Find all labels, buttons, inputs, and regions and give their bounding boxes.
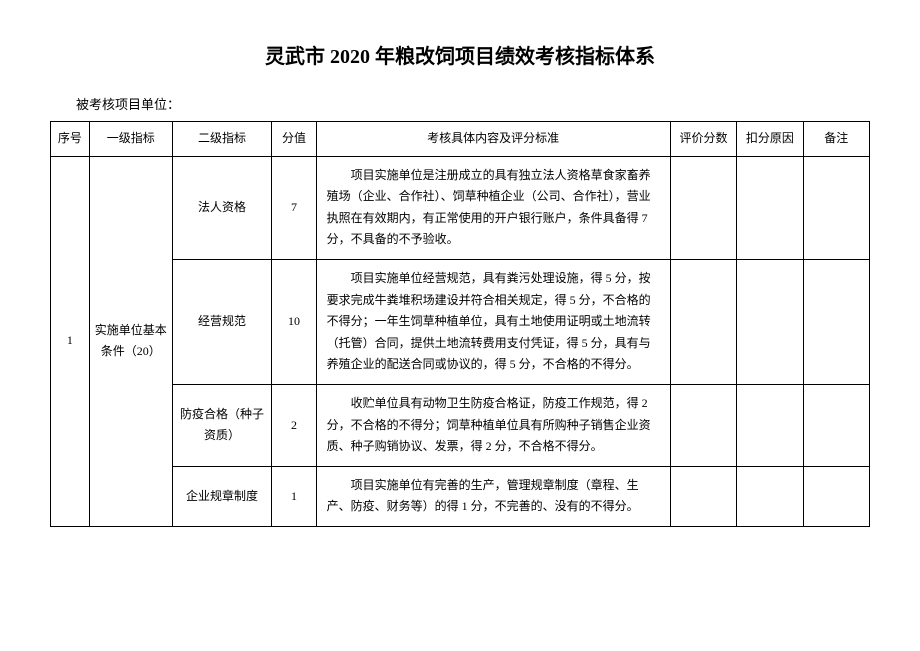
cell-level2: 经营规范 [172, 259, 272, 384]
cell-remark [803, 259, 869, 384]
table-row: 防疫合格（种子资质） 2 收贮单位具有动物卫生防疫合格证，防疫工作规范，得 2 … [51, 384, 870, 466]
header-level2: 二级指标 [172, 122, 272, 157]
header-remark: 备注 [803, 122, 869, 157]
cell-level2: 法人资格 [172, 156, 272, 259]
header-deduct: 扣分原因 [737, 122, 803, 157]
cell-score: 1 [272, 466, 316, 526]
table-header-row: 序号 一级指标 二级指标 分值 考核具体内容及评分标准 评价分数 扣分原因 备注 [51, 122, 870, 157]
cell-score: 10 [272, 259, 316, 384]
cell-content: 项目实施单位是注册成立的具有独立法人资格草食家畜养殖场（企业、合作社）、饲草种植… [316, 156, 670, 259]
cell-content: 项目实施单位经营规范，具有粪污处理设施，得 5 分，按要求完成牛粪堆积场建设并符… [316, 259, 670, 384]
cell-eval [670, 259, 736, 384]
cell-remark [803, 466, 869, 526]
page-title: 灵武市 2020 年粮改饲项目绩效考核指标体系 [50, 40, 870, 69]
header-score: 分值 [272, 122, 316, 157]
cell-eval [670, 466, 736, 526]
subtitle-label: 被考核项目单位： [50, 94, 870, 113]
header-eval: 评价分数 [670, 122, 736, 157]
table-row: 企业规章制度 1 项目实施单位有完善的生产，管理规章制度（章程、生产、防疫、财务… [51, 466, 870, 526]
cell-seq: 1 [51, 156, 90, 526]
cell-level1: 实施单位基本条件（20） [89, 156, 172, 526]
cell-deduct [737, 156, 803, 259]
header-seq: 序号 [51, 122, 90, 157]
cell-eval [670, 384, 736, 466]
header-content: 考核具体内容及评分标准 [316, 122, 670, 157]
cell-score: 2 [272, 384, 316, 466]
cell-content: 收贮单位具有动物卫生防疫合格证，防疫工作规范，得 2 分，不合格的不得分；饲草种… [316, 384, 670, 466]
cell-score: 7 [272, 156, 316, 259]
cell-content: 项目实施单位有完善的生产，管理规章制度（章程、生产、防疫、财务等）的得 1 分，… [316, 466, 670, 526]
cell-deduct [737, 259, 803, 384]
assessment-table: 序号 一级指标 二级指标 分值 考核具体内容及评分标准 评价分数 扣分原因 备注… [50, 121, 870, 527]
cell-deduct [737, 466, 803, 526]
header-level1: 一级指标 [89, 122, 172, 157]
cell-remark [803, 384, 869, 466]
table-row: 1 实施单位基本条件（20） 法人资格 7 项目实施单位是注册成立的具有独立法人… [51, 156, 870, 259]
cell-eval [670, 156, 736, 259]
cell-level2: 企业规章制度 [172, 466, 272, 526]
cell-deduct [737, 384, 803, 466]
table-row: 经营规范 10 项目实施单位经营规范，具有粪污处理设施，得 5 分，按要求完成牛… [51, 259, 870, 384]
cell-remark [803, 156, 869, 259]
cell-level2: 防疫合格（种子资质） [172, 384, 272, 466]
